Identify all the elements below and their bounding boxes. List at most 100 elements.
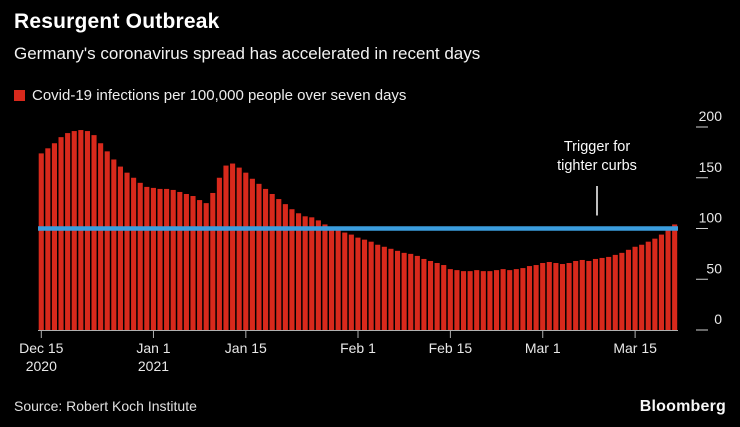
bar [546, 262, 552, 330]
bar [150, 187, 156, 330]
bar [342, 232, 348, 330]
y-tick-label: 100 [699, 210, 723, 226]
bar [190, 196, 196, 330]
bar [388, 248, 394, 330]
y-tick-label: 200 [699, 108, 723, 124]
bar [210, 192, 216, 330]
x-tick-label: Feb 15 [429, 340, 473, 356]
bar [164, 188, 170, 330]
bar [467, 271, 473, 330]
x-tick-label: Mar 1 [525, 340, 561, 356]
bar [302, 216, 308, 330]
bar [289, 209, 295, 330]
bar [256, 183, 262, 330]
bar [612, 254, 618, 330]
x-tick-label: Mar 15 [613, 340, 657, 356]
bar [533, 265, 539, 330]
bar [460, 271, 467, 330]
bar [51, 143, 57, 330]
bar [520, 268, 526, 330]
bar [672, 224, 678, 330]
bar [592, 258, 599, 330]
bar [645, 241, 651, 330]
x-tick-sublabel: 2020 [26, 358, 57, 374]
bar [84, 131, 90, 330]
x-tick-label: Dec 15 [19, 340, 64, 356]
bloomberg-logo: Bloomberg [639, 398, 726, 415]
bar [249, 178, 255, 330]
y-tick-label: 0 [714, 311, 722, 327]
bar [586, 260, 592, 330]
x-tick-label: Jan 15 [225, 340, 267, 356]
bar [434, 263, 440, 330]
bar [474, 270, 480, 330]
bar [632, 246, 638, 330]
bar [639, 244, 645, 330]
bar [144, 186, 150, 330]
bar [619, 252, 625, 330]
legend: Covid-19 infections per 100,000 people o… [14, 87, 406, 104]
bar [322, 224, 328, 330]
bar [223, 165, 229, 330]
bar [348, 234, 354, 330]
bar [566, 263, 572, 330]
bar [513, 269, 519, 330]
annotation-line-1: Trigger for [563, 139, 631, 155]
bar [45, 148, 51, 330]
bar [375, 244, 381, 330]
bar [183, 193, 189, 330]
bar [197, 200, 203, 330]
bar [493, 270, 500, 330]
bar [78, 130, 84, 330]
bar [401, 252, 407, 330]
bar [216, 177, 222, 330]
reference-line-annotation: Trigger for tighter curbs [557, 138, 637, 176]
bar [137, 182, 143, 330]
bar [296, 213, 302, 330]
bar [309, 217, 315, 330]
bar [65, 133, 71, 330]
bar [355, 237, 361, 330]
bar [381, 246, 387, 330]
bar [177, 191, 183, 330]
bar [427, 260, 434, 330]
bar [447, 269, 453, 330]
bar [98, 143, 104, 330]
bar [315, 220, 321, 330]
bar [91, 135, 97, 330]
bar [414, 255, 420, 330]
bar [335, 230, 341, 330]
bar [665, 228, 671, 330]
bar [282, 204, 288, 330]
bar [104, 151, 110, 330]
bar [157, 188, 163, 330]
bar [203, 203, 209, 331]
bar [454, 270, 460, 330]
bar [263, 188, 269, 330]
bar [131, 177, 137, 330]
bar [540, 263, 546, 330]
bar [276, 199, 282, 330]
bar [329, 227, 335, 330]
bar [269, 193, 275, 330]
bar [58, 137, 64, 330]
y-tick-label: 150 [699, 159, 723, 175]
bar [573, 260, 579, 330]
bar [500, 269, 506, 330]
bar [487, 271, 493, 330]
chart-subtitle: Germany's coronavirus spread has acceler… [14, 44, 481, 63]
bar [117, 166, 123, 330]
bar [394, 250, 401, 330]
bar [559, 264, 566, 330]
bar [606, 256, 612, 330]
bar [421, 258, 427, 330]
bar [362, 239, 368, 330]
annotation-line-2: tighter curbs [557, 157, 637, 174]
bar [71, 131, 77, 330]
bar [553, 263, 559, 330]
bar [507, 270, 513, 330]
legend-swatch-icon [14, 90, 25, 101]
source-note: Source: Robert Koch Institute [14, 398, 197, 414]
